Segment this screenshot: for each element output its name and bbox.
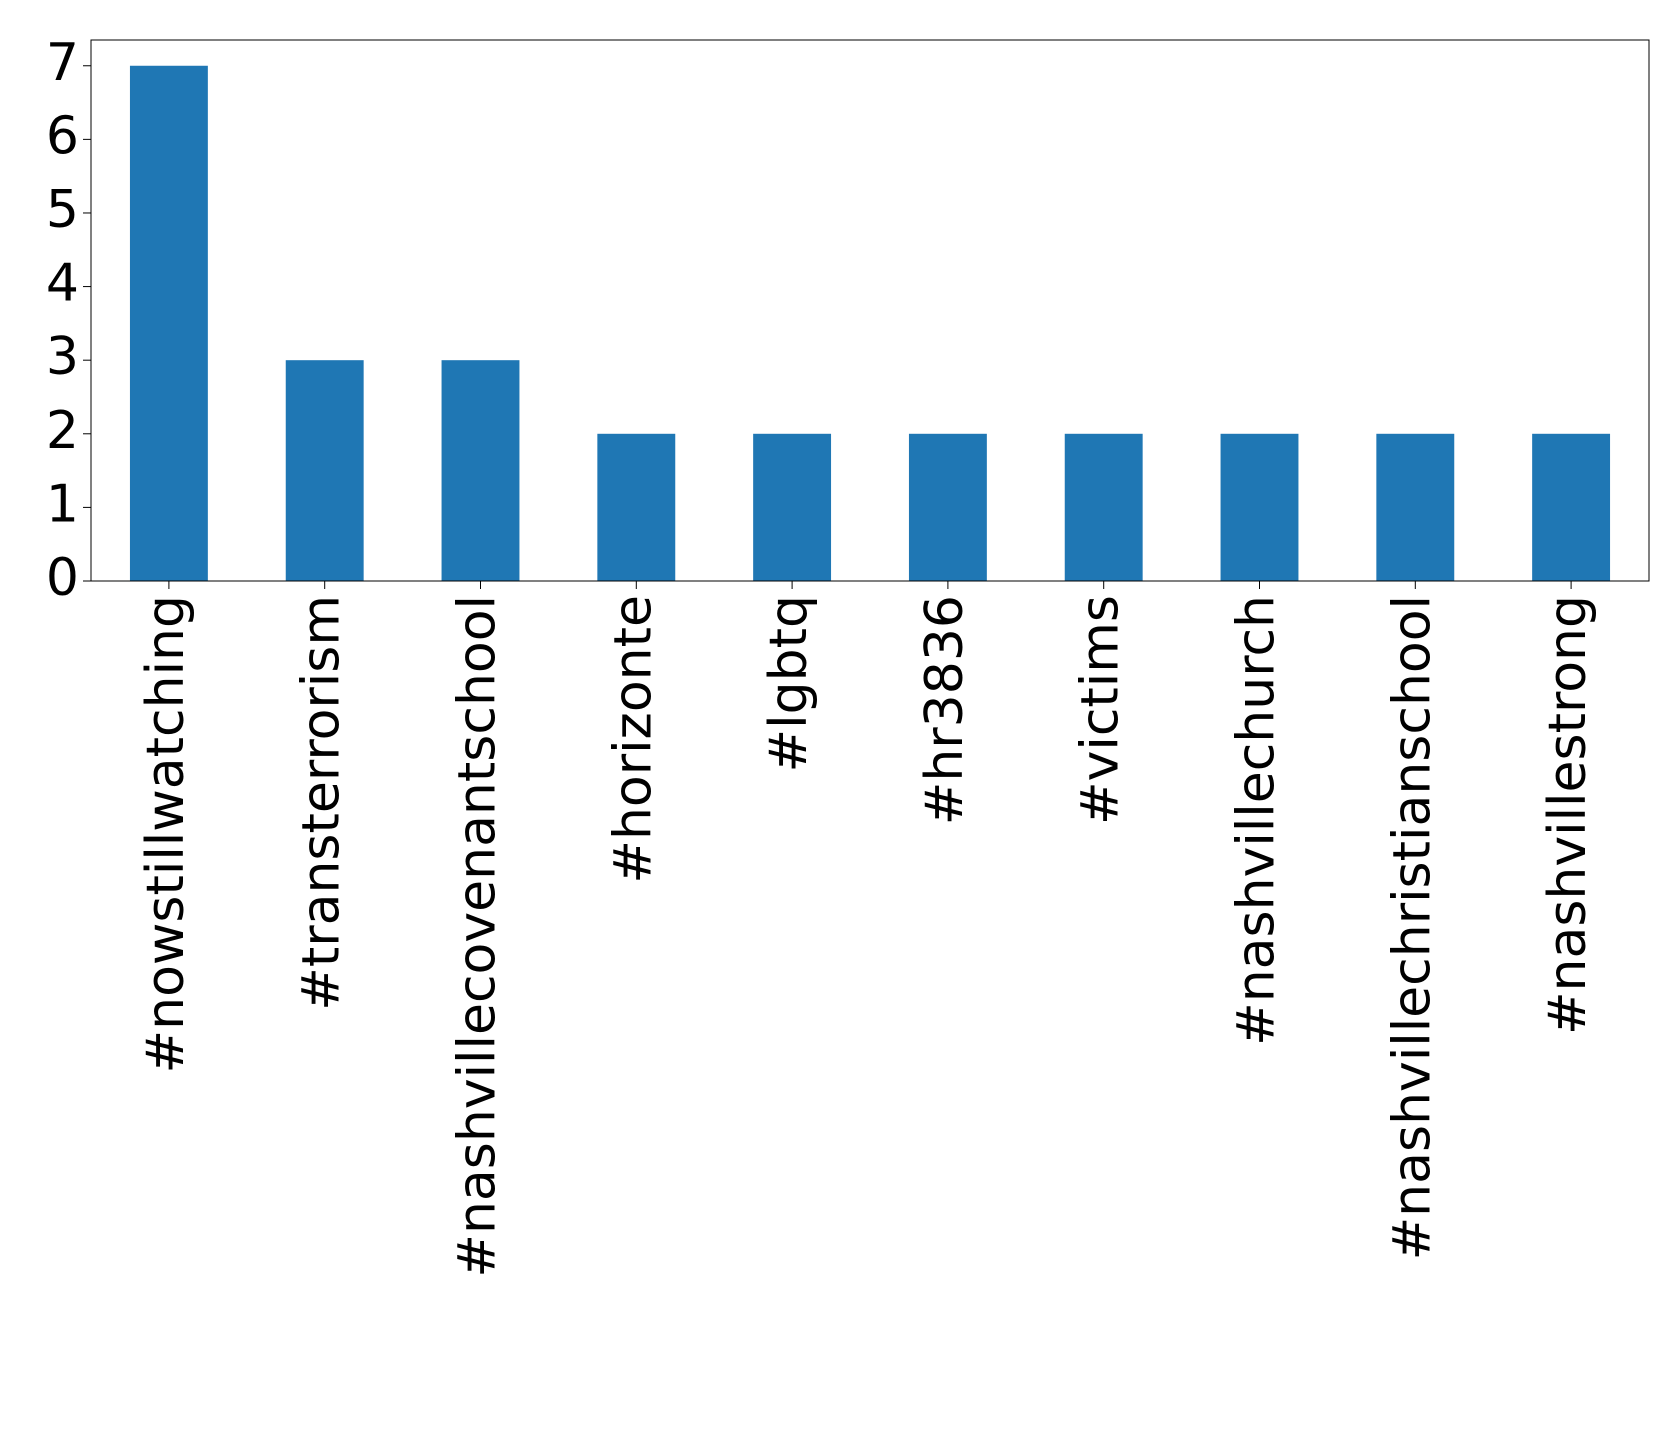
bar	[1220, 433, 1299, 581]
y-tick-label: 3	[46, 327, 79, 387]
bar	[597, 433, 676, 581]
x-tick-label: #nashvillechurch	[1227, 595, 1287, 1046]
bar	[1376, 433, 1455, 581]
y-tick-label: 1	[46, 474, 79, 534]
plot-frame	[90, 39, 1650, 582]
bar	[1064, 433, 1143, 581]
y-tick-label: 7	[46, 33, 79, 93]
x-tick-label: #hr3836	[915, 595, 975, 825]
bar	[908, 433, 987, 581]
x-tick-label: #lgbtq	[759, 595, 819, 772]
bar	[1532, 433, 1611, 581]
x-tick-label: #nowstillwatching	[136, 595, 196, 1073]
bar	[129, 65, 208, 581]
bar	[753, 433, 832, 581]
x-tick-label: #horizonte	[603, 595, 663, 884]
x-tick-label: #nashvillechristianschool	[1382, 595, 1442, 1260]
x-tick-label: #nashvillestrong	[1538, 595, 1598, 1035]
bar	[285, 360, 364, 581]
y-tick-label: 0	[46, 548, 79, 608]
y-tick-label: 5	[46, 180, 79, 240]
x-tick-label: #transterrorism	[292, 595, 352, 1011]
y-tick-label: 6	[46, 106, 79, 166]
x-tick-label: #nashvillecovenantschool	[448, 595, 508, 1278]
y-tick-label: 2	[46, 401, 79, 461]
bar	[441, 360, 520, 581]
y-tick-label: 4	[46, 254, 79, 314]
x-tick-label: #victims	[1071, 595, 1131, 825]
